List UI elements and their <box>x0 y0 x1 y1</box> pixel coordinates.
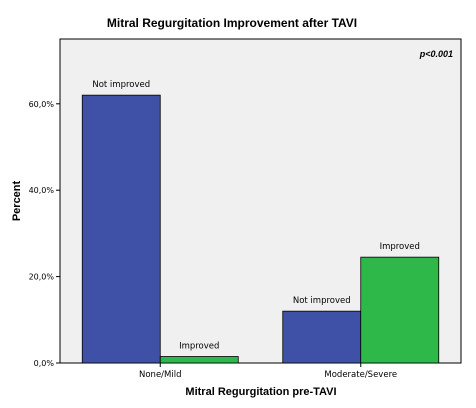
y-tick-label: 0,0% <box>34 359 55 368</box>
x-axis-label: Mitral Regurgitation pre-TAVI <box>185 386 336 398</box>
y-tick-label: 60,0% <box>29 100 55 109</box>
x-axis-categories: None/Mild Moderate/Severe <box>139 363 397 380</box>
data-labels: Not improved Improved Not improved Improved <box>92 80 420 351</box>
data-label: Improved <box>380 242 420 252</box>
x-category-label: None/Mild <box>139 370 182 380</box>
data-label: Improved <box>179 342 219 352</box>
bar-not-improved-1 <box>282 310 362 364</box>
bar-improved-1 <box>360 256 440 364</box>
y-tick-label: 40,0% <box>29 186 55 195</box>
x-category-label: Moderate/Severe <box>324 370 397 380</box>
bar-improved-0 <box>159 356 239 364</box>
data-label: Not improved <box>92 80 150 90</box>
p-value-annotation: p<0.001 <box>419 49 453 59</box>
bars <box>81 94 440 364</box>
chart-title: Mitral Regurgitation Improvement after T… <box>107 16 357 30</box>
data-label: Not improved <box>293 296 351 306</box>
bar-not-improved-0 <box>81 94 161 364</box>
y-tick-label: 20,0% <box>29 273 55 282</box>
y-axis-label: Percent <box>11 180 23 221</box>
y-axis-ticks: 0,0% 20,0% 40,0% 60,0% <box>29 100 60 368</box>
